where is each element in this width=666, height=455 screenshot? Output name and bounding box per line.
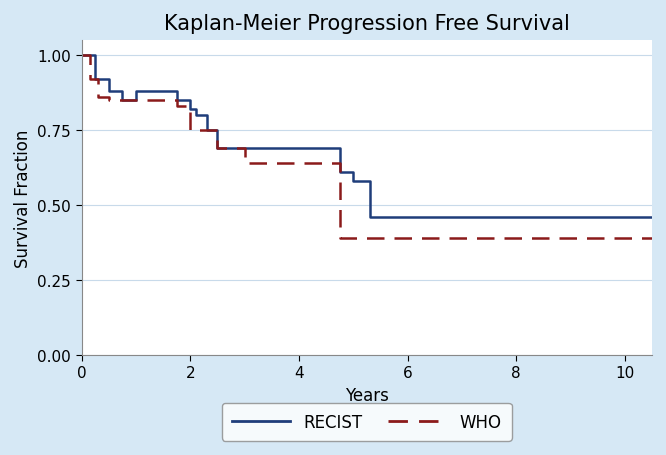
Legend: RECIST, WHO: RECIST, WHO xyxy=(222,403,511,441)
Y-axis label: Survival Fraction: Survival Fraction xyxy=(14,129,32,267)
X-axis label: Years: Years xyxy=(345,386,389,404)
Title: Kaplan-Meier Progression Free Survival: Kaplan-Meier Progression Free Survival xyxy=(164,14,570,34)
